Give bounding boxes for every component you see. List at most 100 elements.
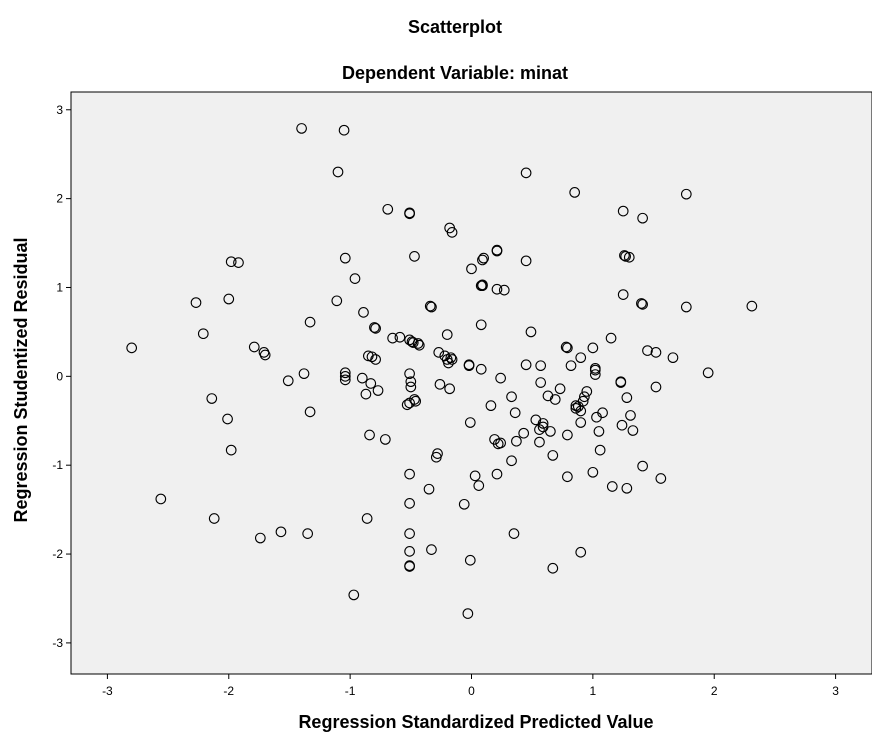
y-tick-label: 2 — [56, 192, 63, 206]
data-point — [554, 383, 566, 395]
data-point — [302, 528, 314, 539]
data-point — [358, 307, 369, 318]
data-point — [446, 354, 458, 365]
data-point — [560, 341, 572, 353]
data-point — [525, 326, 537, 338]
data-point — [475, 319, 487, 331]
data-point — [650, 381, 662, 393]
data-point — [331, 295, 343, 307]
x-tick-label: -3 — [102, 684, 113, 698]
data-point — [520, 255, 532, 267]
x-tick-label: 3 — [832, 684, 839, 698]
data-point — [423, 483, 435, 495]
data-point — [637, 212, 648, 224]
data-point — [444, 383, 456, 395]
data-point — [616, 419, 628, 431]
data-points — [126, 123, 758, 619]
data-point — [275, 526, 287, 538]
data-point — [464, 417, 476, 428]
data-point — [405, 376, 417, 388]
data-point — [577, 395, 589, 407]
data-point — [155, 493, 167, 505]
data-point — [197, 328, 209, 340]
data-point — [627, 425, 639, 436]
data-point — [518, 427, 530, 439]
data-point — [404, 498, 415, 509]
data-point — [511, 435, 522, 447]
data-point — [332, 166, 344, 178]
data-point — [254, 532, 266, 544]
data-point — [443, 357, 454, 369]
data-point — [339, 370, 351, 382]
data-point — [535, 377, 547, 388]
data-point — [339, 252, 351, 264]
data-point — [233, 257, 244, 268]
data-point — [575, 546, 587, 558]
data-point — [617, 289, 629, 300]
data-point — [587, 466, 599, 478]
y-tick-label: 1 — [56, 280, 63, 294]
data-point — [621, 482, 633, 494]
data-point — [702, 367, 714, 379]
y-tick-label: -3 — [52, 636, 63, 650]
data-point — [126, 342, 138, 354]
data-point — [547, 562, 559, 574]
plot-area — [70, 91, 872, 675]
data-point — [404, 468, 415, 480]
data-point — [655, 473, 667, 484]
data-point — [617, 205, 629, 217]
data-point — [404, 546, 415, 557]
data-point — [606, 481, 618, 492]
data-point — [339, 374, 351, 386]
x-tick-label: -1 — [345, 684, 356, 698]
data-point — [593, 426, 605, 437]
data-point — [575, 352, 587, 364]
y-tick-label: 0 — [56, 369, 63, 383]
data-point — [463, 360, 475, 372]
data-point — [365, 378, 377, 389]
data-point — [491, 468, 503, 480]
data-point — [680, 188, 692, 200]
data-point — [495, 372, 506, 384]
x-axis-label: Regression Standardized Predicted Value — [298, 712, 653, 732]
data-point — [296, 123, 307, 134]
chart-title: Scatterplot — [408, 17, 502, 37]
data-point — [623, 251, 635, 263]
data-point — [475, 363, 487, 375]
data-point — [565, 360, 577, 372]
data-point — [349, 273, 361, 284]
x-axis: -3 -2 -1 0 1 2 3 — [102, 674, 839, 698]
data-point — [404, 528, 415, 539]
data-point — [478, 252, 489, 264]
data-point — [579, 391, 590, 403]
data-point — [495, 437, 506, 449]
data-point — [589, 362, 601, 374]
data-point — [636, 298, 647, 309]
data-point — [433, 347, 445, 358]
data-point — [464, 554, 476, 566]
data-point — [625, 410, 636, 421]
data-point — [432, 448, 443, 459]
data-point — [369, 322, 380, 333]
data-point — [370, 323, 381, 334]
data-point — [225, 444, 237, 456]
data-point — [434, 378, 446, 390]
data-point — [208, 513, 220, 524]
data-point — [446, 227, 458, 238]
data-point — [637, 299, 648, 310]
data-point — [409, 394, 420, 405]
data-point — [680, 301, 692, 313]
data-point — [549, 394, 561, 405]
data-point — [223, 293, 235, 305]
data-point — [248, 341, 260, 353]
data-point — [642, 345, 653, 356]
data-point — [360, 388, 372, 400]
data-point — [394, 331, 406, 343]
data-point — [404, 368, 415, 380]
data-point — [569, 187, 581, 198]
data-point — [407, 337, 419, 348]
data-point — [562, 471, 573, 483]
data-point — [404, 208, 415, 220]
data-point — [575, 417, 587, 428]
